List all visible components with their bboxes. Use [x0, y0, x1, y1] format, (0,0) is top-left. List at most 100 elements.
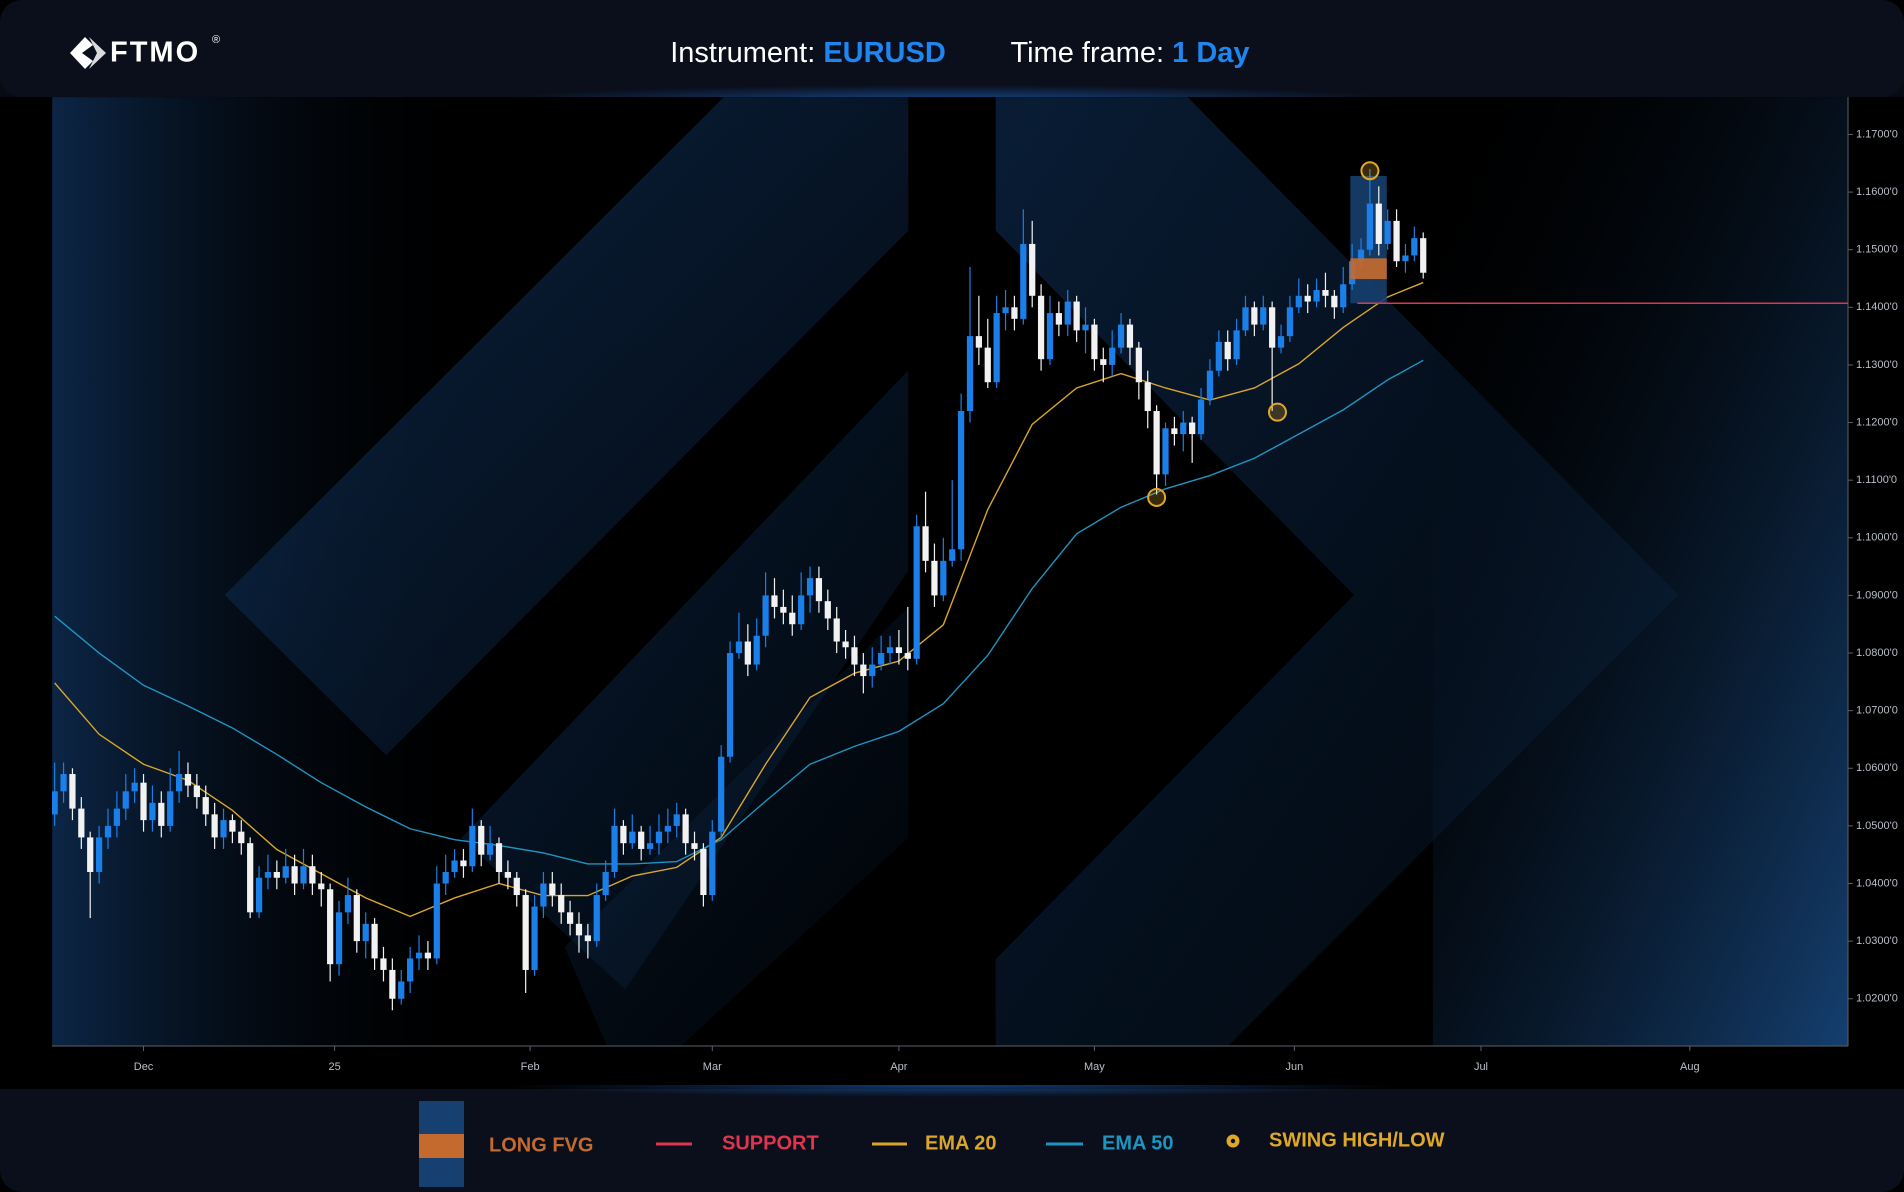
- candle-body: [522, 895, 529, 970]
- candle-body: [638, 831, 645, 849]
- logo: FTMO ®: [70, 34, 220, 69]
- candle-body: [1295, 295, 1302, 308]
- legend-label: SUPPORT: [722, 1132, 819, 1154]
- candle-body: [1304, 295, 1311, 302]
- candle-body: [371, 923, 378, 959]
- candle-body: [1197, 399, 1205, 435]
- candle-body: [904, 653, 911, 659]
- candle-body: [69, 774, 76, 809]
- candle-body: [1020, 243, 1027, 319]
- candle-body: [1135, 347, 1142, 383]
- y-tick-label: 1.0900'0: [1856, 589, 1898, 601]
- candle-body: [140, 782, 147, 821]
- x-tick-label: May: [1084, 1061, 1105, 1073]
- candle-body: [1064, 301, 1071, 325]
- candle-body: [1251, 307, 1258, 325]
- candle-body: [611, 825, 618, 872]
- candle-body: [1331, 295, 1338, 308]
- candle-body: [1206, 370, 1214, 400]
- candle-body: [940, 560, 947, 596]
- candle-body: [504, 871, 511, 878]
- candle-body: [1393, 220, 1400, 262]
- candle-body: [1375, 203, 1382, 244]
- candle-body: [1340, 284, 1347, 308]
- y-tick-label: 1.1000'0: [1856, 532, 1898, 544]
- candle-body: [602, 871, 609, 896]
- candle-body: [549, 883, 556, 896]
- candle-body: [167, 791, 174, 826]
- candle-body: [993, 313, 1000, 383]
- swing-point: [1147, 487, 1167, 507]
- candle-body: [282, 866, 289, 878]
- logo-icon: [89, 37, 106, 69]
- candle-body: [291, 866, 298, 884]
- candle-body: [211, 814, 218, 838]
- candle-body: [1402, 255, 1409, 262]
- candle-body: [149, 802, 156, 821]
- candle-body: [478, 825, 485, 855]
- candle-body: [113, 808, 120, 826]
- candle-body: [1162, 428, 1169, 475]
- candle-body: [1109, 347, 1116, 365]
- candle-body: [335, 912, 343, 965]
- candle-body: [540, 883, 547, 907]
- candle-body: [922, 526, 929, 561]
- candle-body: [122, 791, 129, 809]
- candle-body: [806, 578, 814, 596]
- candle-body: [513, 877, 520, 896]
- candle-body: [1384, 220, 1391, 244]
- y-tick-label: 1.0300'0: [1856, 935, 1898, 947]
- instrument-value: EURUSD: [823, 37, 945, 69]
- y-tick-label: 1.0700'0: [1856, 705, 1898, 717]
- candle-body: [131, 782, 138, 792]
- legend: LONG FVG SUPPORT EMA 20 EMA 50 SWING HIGH/LO…: [419, 1101, 1445, 1187]
- candle-body: [1277, 336, 1285, 348]
- candle-body: [1100, 359, 1107, 365]
- candle-body: [558, 895, 565, 913]
- y-tick-label: 1.0800'0: [1856, 647, 1898, 659]
- candle-body: [1189, 422, 1196, 435]
- candle-body: [1260, 307, 1267, 325]
- header-background: [0, 0, 1904, 97]
- candle-body: [60, 774, 67, 792]
- candle-body: [247, 843, 254, 913]
- candle-body: [975, 336, 982, 348]
- candle-body: [229, 820, 236, 832]
- candle-body: [673, 814, 680, 826]
- y-tick-label: 1.0200'0: [1856, 993, 1898, 1005]
- legend-label: SWING HIGH/LOW: [1269, 1129, 1445, 1151]
- candle-body: [949, 549, 956, 561]
- candle-body: [1153, 411, 1160, 475]
- timeframe: Time frame: 1 Day: [1010, 37, 1249, 69]
- candle-body: [451, 860, 458, 872]
- x-tick-label: Jun: [1285, 1061, 1303, 1073]
- candle-body: [318, 883, 325, 890]
- candle-body: [1357, 249, 1365, 262]
- candle-body: [753, 635, 760, 665]
- swing-point: [1267, 402, 1287, 422]
- candle-body: [407, 958, 414, 982]
- candle-body: [344, 895, 352, 913]
- candle-body: [1011, 307, 1018, 319]
- y-tick-label: 1.1600'0: [1856, 186, 1898, 198]
- candle-body: [442, 871, 449, 884]
- candle-body: [709, 831, 716, 896]
- candle-body: [1126, 324, 1134, 348]
- candle-body: [1002, 307, 1009, 314]
- candle-body: [193, 785, 200, 798]
- y-tick-label: 1.0400'0: [1856, 877, 1898, 889]
- candle-body: [815, 578, 823, 602]
- candle-body: [1215, 341, 1222, 371]
- y-tick-label: 1.0600'0: [1856, 762, 1898, 774]
- candle-body: [415, 952, 423, 959]
- candle-body: [353, 895, 360, 942]
- candle-body: [1313, 290, 1320, 302]
- candle-body: [424, 952, 432, 959]
- candle-body: [1037, 295, 1045, 360]
- legend-swing-center: [1230, 1138, 1236, 1144]
- candle-body: [646, 843, 654, 849]
- decor: [1432, 97, 1848, 1046]
- candle-body: [1366, 203, 1374, 250]
- candle-body: [78, 808, 85, 838]
- candle-body: [1082, 324, 1089, 331]
